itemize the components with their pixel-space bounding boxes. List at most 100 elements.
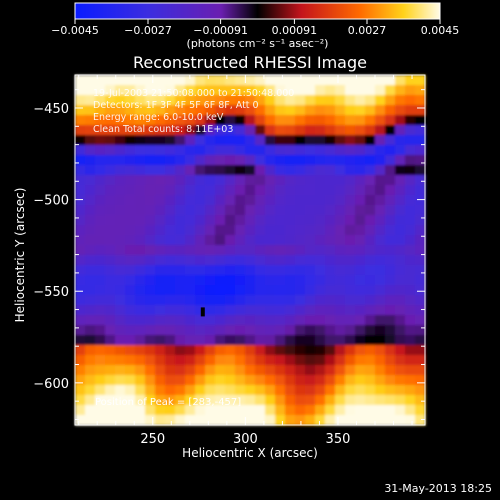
heatmap-cell	[85, 125, 96, 136]
heatmap-cell	[215, 325, 226, 336]
heatmap-cell	[95, 165, 106, 176]
heatmap-cell	[95, 385, 106, 396]
colorbar-tick-label: −0.0045	[51, 24, 99, 37]
heatmap-cell	[385, 315, 396, 326]
heatmap-cell	[155, 395, 166, 406]
heatmap-cell	[295, 415, 306, 426]
heatmap-cell	[285, 95, 296, 106]
heatmap-cell	[415, 145, 426, 156]
heatmap-cell	[175, 385, 186, 396]
heatmap-cell	[415, 355, 426, 366]
heatmap-cell	[315, 305, 326, 316]
heatmap-cell	[385, 385, 396, 396]
heatmap-cell	[355, 235, 366, 246]
heatmap-cell	[125, 75, 136, 86]
heatmap-cell	[185, 225, 196, 236]
heatmap-cell	[105, 185, 116, 196]
heatmap-cell	[325, 225, 336, 236]
heatmap-cell	[375, 75, 386, 86]
heatmap-cell	[255, 345, 266, 356]
heatmap-cell	[345, 345, 356, 356]
heatmap-cell	[305, 315, 316, 326]
heatmap-cell	[285, 85, 296, 96]
heatmap-cell	[385, 165, 396, 176]
heatmap-cell	[285, 245, 296, 256]
heatmap-cell	[345, 385, 356, 396]
heatmap-cell	[255, 285, 266, 296]
heatmap-cell	[355, 385, 366, 396]
heatmap-cell	[325, 165, 336, 176]
heatmap-cell	[275, 235, 286, 246]
heatmap-cell	[175, 105, 186, 116]
heatmap-cell	[135, 225, 146, 236]
heatmap-cell	[165, 225, 176, 236]
heatmap-cell	[335, 95, 346, 106]
heatmap-cell	[185, 365, 196, 376]
heatmap-cell	[135, 95, 146, 106]
heatmap-cell	[235, 195, 246, 206]
heatmap-cell	[225, 185, 236, 196]
heatmap-cell	[95, 405, 106, 416]
heatmap-cell	[395, 185, 406, 196]
heatmap-cell	[275, 225, 286, 236]
heatmap-cell	[315, 105, 326, 116]
heatmap-cell	[105, 385, 116, 396]
heatmap-cell	[125, 315, 136, 326]
heatmap-cell	[275, 245, 286, 256]
heatmap-cell	[255, 385, 266, 396]
heatmap-cell	[75, 315, 86, 326]
heatmap-cell	[205, 335, 216, 346]
heatmap-cell	[345, 115, 356, 126]
heatmap-cell	[405, 375, 416, 386]
heatmap-cell	[135, 75, 146, 86]
heatmap-cell	[285, 375, 296, 386]
heatmap-cell	[115, 235, 126, 246]
heatmap-cell	[305, 105, 316, 116]
heatmap-cell	[385, 225, 396, 236]
heatmap-cell	[355, 305, 366, 316]
heatmap-cell	[95, 265, 106, 276]
heatmap-cell	[105, 215, 116, 226]
heatmap-cell	[185, 335, 196, 346]
heatmap-cell	[75, 305, 86, 316]
heatmap-cell	[375, 215, 386, 226]
heatmap-cell	[335, 195, 346, 206]
heatmap-cell	[315, 375, 326, 386]
heatmap-cell	[285, 145, 296, 156]
heatmap-cell	[185, 185, 196, 196]
heatmap-cell	[395, 275, 406, 286]
heatmap-cell	[135, 235, 146, 246]
heatmap-cell	[215, 315, 226, 326]
heatmap-cell	[315, 285, 326, 296]
heatmap-cell	[375, 375, 386, 386]
heatmap-cell	[365, 245, 376, 256]
heatmap-cell	[115, 115, 126, 126]
heatmap-cell	[125, 245, 136, 256]
heatmap-cell	[345, 245, 356, 256]
heatmap-cell	[115, 345, 126, 356]
heatmap-cell	[315, 145, 326, 156]
heatmap-cell	[95, 255, 106, 266]
heatmap-cell	[385, 345, 396, 356]
heatmap-cell	[195, 95, 206, 106]
heatmap-cell	[365, 235, 376, 246]
heatmap-cell	[95, 145, 106, 156]
heatmap-cell	[115, 225, 126, 236]
heatmap-cell	[115, 175, 126, 186]
heatmap-cell	[355, 185, 366, 196]
heatmap-cell	[135, 265, 146, 276]
heatmap-cell	[115, 395, 126, 406]
heatmap-cell	[235, 255, 246, 266]
heatmap-cell	[245, 185, 256, 196]
heatmap-cell	[375, 225, 386, 236]
heatmap-cell	[325, 215, 336, 226]
heatmap-cell	[395, 405, 406, 416]
heatmap-cell	[245, 85, 256, 96]
heatmap-cell	[265, 385, 276, 396]
heatmap-cell	[345, 155, 356, 166]
heatmap-cell	[315, 95, 326, 106]
heatmap-cell	[225, 75, 236, 86]
heatmap-cell	[395, 95, 406, 106]
heatmap-cell	[225, 105, 236, 116]
heatmap-cell	[305, 395, 316, 406]
